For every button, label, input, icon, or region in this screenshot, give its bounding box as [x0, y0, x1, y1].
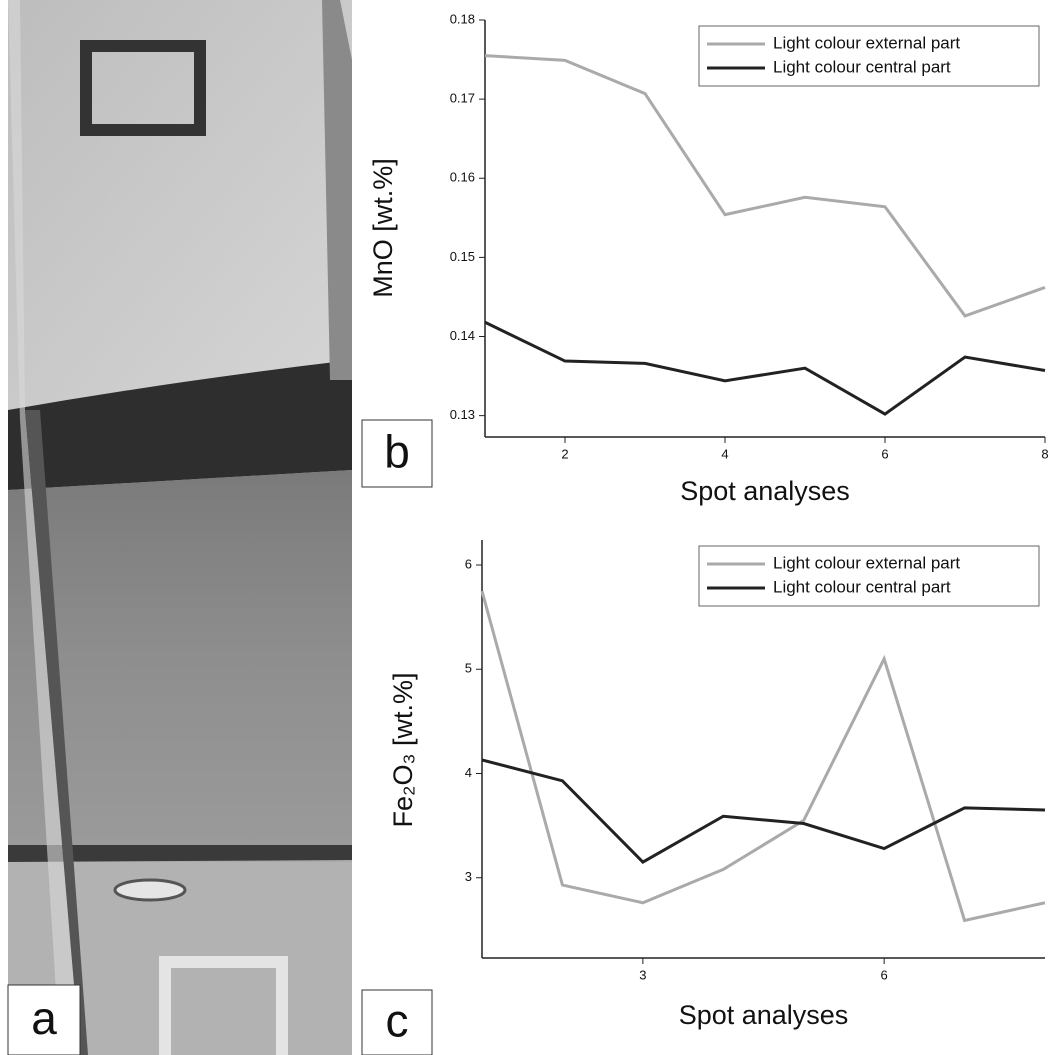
x-tick-label: 4 — [721, 446, 728, 461]
y-axis-title: MnO [wt.%] — [368, 158, 398, 298]
legend-label: Light colour external part — [773, 553, 960, 572]
micrograph: a — [7, 0, 352, 1055]
panel-label-box — [361, 419, 433, 488]
panel-label: a — [31, 992, 57, 1044]
series-line — [484, 320, 1046, 416]
y-tick-label: 6 — [465, 556, 472, 571]
panel-label: b — [384, 426, 410, 478]
y-tick-label: 5 — [465, 661, 472, 676]
y-axis-title: Fe₂O₃ [wt.%] — [388, 673, 418, 828]
panel-label-box — [361, 989, 433, 1055]
y-tick-label: 0.18 — [450, 11, 475, 26]
series-line — [481, 758, 1046, 864]
legend-label: Light colour central part — [773, 57, 951, 76]
x-tick-label: 6 — [881, 967, 888, 982]
y-tick-label: 0.13 — [450, 407, 475, 422]
y-tick-label: 0.17 — [450, 91, 475, 106]
x-axis-title: Spot analyses — [679, 1000, 849, 1030]
x-tick-label: 8 — [1041, 446, 1048, 461]
y-tick-label: 4 — [465, 765, 472, 780]
chart: 0.13 0.14 0.15 0.16 0.17 0.18 2 4 6 8 Spot analyse… — [361, 11, 1049, 506]
x-axis-title: Spot analyses — [680, 476, 850, 506]
y-tick-label: 0.14 — [450, 328, 475, 343]
panel-label: c — [386, 995, 409, 1047]
legend-label: Light colour external part — [773, 33, 960, 52]
legend-label: Light colour central part — [773, 577, 951, 596]
x-tick-label: 3 — [639, 967, 646, 982]
y-tick-label: 3 — [465, 869, 472, 884]
y-tick-label: 0.15 — [450, 249, 475, 264]
x-tick-label: 6 — [881, 446, 888, 461]
series-line — [480, 590, 1046, 923]
legend-box — [698, 25, 1040, 87]
chart: 3 4 5 6 3 6 Spot analyses Fe₂O₃ [wt.%] Light col… — [361, 540, 1046, 1055]
series-line — [484, 54, 1046, 318]
x-tick-label: 2 — [561, 446, 568, 461]
legend-box — [698, 545, 1040, 607]
y-tick-label: 0.16 — [450, 170, 475, 185]
